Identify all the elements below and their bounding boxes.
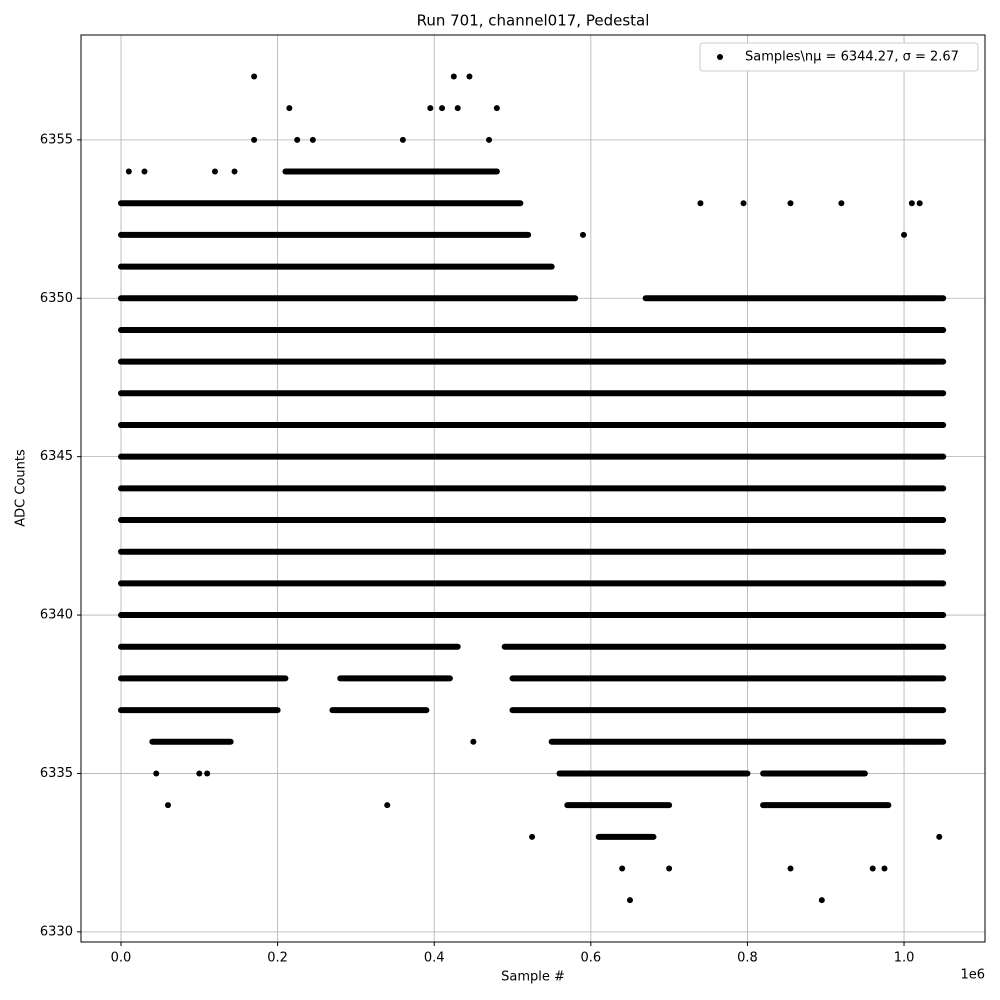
point: [251, 136, 258, 143]
y-tick-label: 6330: [40, 924, 73, 939]
point: [818, 897, 825, 904]
point: [427, 105, 434, 112]
point: [626, 897, 633, 904]
point: [787, 200, 794, 207]
chart-title: Run 701, channel017, Pedestal: [417, 12, 650, 30]
y-tick-label: 6340: [40, 608, 73, 623]
point: [901, 231, 908, 238]
point: [787, 865, 794, 872]
legend-label: Samples\nμ = 6344.27, σ = 2.67: [745, 50, 959, 65]
y-axis-label: ADC Counts: [14, 449, 29, 527]
point: [916, 200, 923, 207]
point: [125, 168, 132, 175]
point: [697, 200, 704, 207]
point: [493, 105, 500, 112]
legend-box: [699, 42, 979, 72]
point: [454, 105, 461, 112]
point: [466, 73, 473, 80]
point: [908, 200, 915, 207]
point: [231, 168, 238, 175]
plot-frame: [80, 34, 986, 943]
x-tick-label: 0.4: [424, 951, 445, 966]
point: [619, 865, 626, 872]
point: [164, 802, 171, 809]
point: [153, 770, 160, 777]
point: [470, 738, 477, 745]
point: [881, 865, 888, 872]
point: [869, 865, 876, 872]
point: [450, 73, 457, 80]
point: [579, 231, 586, 238]
point: [399, 136, 406, 143]
x-tick-label: 0.2: [267, 951, 288, 966]
point: [211, 168, 218, 175]
x-tick-label: 0.8: [737, 951, 758, 966]
point: [309, 136, 316, 143]
x-offset-label: 1e6: [960, 968, 985, 983]
plot-area: [118, 73, 947, 904]
point: [294, 136, 301, 143]
point: [529, 833, 536, 840]
point: [486, 136, 493, 143]
point: [384, 802, 391, 809]
point: [251, 73, 258, 80]
x-tick-label: 0.0: [111, 951, 132, 966]
x-tick-label: 0.6: [580, 951, 601, 966]
point: [666, 865, 673, 872]
y-tick-label: 6335: [40, 766, 73, 781]
legend-marker: [717, 54, 723, 60]
point: [838, 200, 845, 207]
point: [936, 833, 943, 840]
y-tick-label: 6355: [40, 132, 73, 147]
x-axis-label: Sample #: [501, 970, 565, 985]
point: [286, 105, 293, 112]
point: [141, 168, 148, 175]
point: [196, 770, 203, 777]
point: [740, 200, 747, 207]
point: [204, 770, 211, 777]
x-tick-label: 1.0: [894, 951, 915, 966]
point: [439, 105, 446, 112]
y-tick-label: 6345: [40, 449, 73, 464]
y-tick-label: 6350: [40, 291, 73, 306]
